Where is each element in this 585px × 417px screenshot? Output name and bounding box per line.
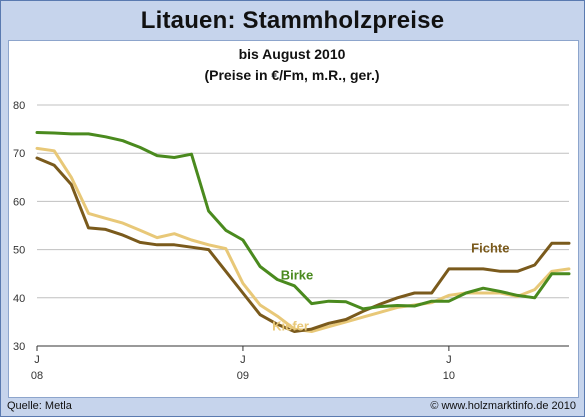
- series-label-kiefer: Kiefer: [272, 319, 309, 334]
- source-note: Quelle: Metla: [7, 400, 72, 412]
- series-label-fichte: Fichte: [471, 240, 509, 255]
- x-tick-label-month: J: [34, 354, 40, 366]
- y-tick-label: 30: [13, 341, 25, 353]
- y-tick-label: 80: [13, 100, 25, 112]
- chart-subtitle: bis August 2010: [239, 46, 346, 62]
- x-tick-label-month: J: [446, 354, 452, 366]
- x-tick-label-month: J: [240, 354, 246, 366]
- series-line-fichte: [35, 156, 571, 333]
- x-tick-label-year: 08: [31, 370, 43, 382]
- x-tick-label-year: 09: [237, 370, 249, 382]
- copyright-note: © www.holzmarktinfo.de 2010: [430, 400, 576, 412]
- chart-unit-note: (Preise in €/Fm, m.R., ger.): [204, 67, 379, 83]
- series-line-birke: [35, 131, 571, 311]
- chart-title: Litauen: Stammholzpreise: [140, 7, 445, 34]
- y-tick-label: 50: [13, 245, 25, 257]
- x-tick-label-year: 10: [443, 370, 455, 382]
- y-tick-label: 70: [13, 148, 25, 160]
- y-tick-label: 40: [13, 293, 25, 305]
- title-bar: Litauen: Stammholzpreise: [1, 1, 584, 39]
- series-label-birke: Birke: [281, 267, 314, 282]
- y-tick-label: 60: [13, 196, 25, 208]
